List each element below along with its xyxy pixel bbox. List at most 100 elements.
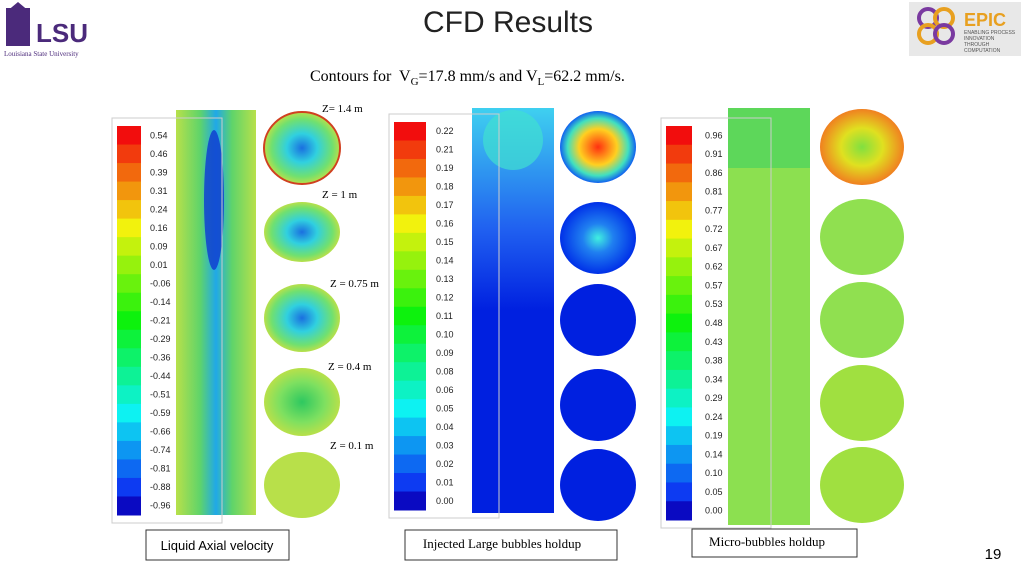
colorbar-label: 0.11	[436, 311, 453, 321]
colorbar-label: 0.08	[436, 366, 454, 376]
colorbar-label: 0.67	[705, 243, 723, 253]
caption: Injected Large bubbles holdup	[423, 536, 581, 551]
panel-axial-velocity	[176, 110, 341, 518]
colorbar-segment	[666, 238, 692, 258]
colorbar-label: 0.54	[150, 130, 168, 140]
colorbar-label: 0.96	[705, 130, 723, 140]
colorbar-label: 0.17	[436, 200, 454, 210]
zone-label: Z = 1 m	[322, 189, 358, 201]
colorbar-segment	[117, 366, 141, 386]
colorbar-label: 0.43	[705, 337, 723, 347]
colorbar-segment	[666, 182, 692, 202]
colorbar-segment	[666, 501, 692, 521]
colorbar-segment	[666, 463, 692, 483]
colorbar-label: 0.77	[705, 205, 723, 215]
colorbar-segment	[666, 219, 692, 240]
colorbar-segment	[117, 422, 141, 442]
colorbar-segment	[394, 343, 426, 363]
colorbar-frame	[388, 113, 500, 519]
colorbar-segment	[394, 140, 426, 160]
colorbar-label: 0.09	[436, 348, 454, 358]
slide-title: CFD Results	[423, 6, 593, 39]
subtitle-text: =17.8 mm/s and V	[418, 68, 538, 85]
colorbar-segment	[394, 269, 426, 289]
colorbar-segment	[666, 144, 692, 165]
colorbar-segment	[394, 399, 426, 419]
colorbar-segment	[117, 403, 141, 423]
colorbar-label: 0.18	[436, 182, 454, 192]
colorbar-label: 0.16	[150, 223, 168, 233]
colorbar-label: 0.91	[705, 149, 723, 159]
colorbar-frame	[111, 117, 223, 524]
colorbar-label: 0.00	[705, 506, 723, 516]
colorbar-label: 0.14	[705, 449, 723, 459]
lsu-logo: LSU Louisiana State University	[4, 2, 88, 58]
colorbar-segment	[666, 294, 692, 315]
lsu-name: LSU	[36, 18, 88, 48]
colorbar-label: 0.04	[436, 422, 454, 432]
subtitle-text: Contours for V	[310, 68, 411, 85]
colorbar-label: 0.48	[705, 318, 723, 328]
caption: Micro-bubbles holdup	[709, 534, 825, 549]
colorbar-segment	[394, 325, 426, 345]
colorbar-label: 0.22	[436, 126, 454, 136]
colorbar-segment	[666, 257, 692, 277]
colorbar-label: 0.24	[705, 412, 723, 422]
colorbar-label: 0.03	[436, 440, 454, 450]
colorbar-segment	[666, 126, 692, 146]
caption-box	[691, 528, 858, 558]
colorbar-segment	[666, 276, 692, 296]
colorbar-label: -0.14	[150, 297, 171, 307]
colorbar-segment	[394, 362, 426, 382]
colorbar-label: 0.57	[705, 280, 723, 290]
colorbar-label: 0.10	[705, 468, 723, 478]
panel-micro-bubbles	[728, 108, 904, 525]
caption: Liquid Axial velocity	[161, 538, 274, 553]
colorbar-label: 0.06	[436, 385, 454, 395]
colorbar-segment	[394, 251, 426, 271]
colorbar-segment	[666, 444, 692, 465]
colorbar-segment	[117, 348, 141, 368]
colorbar-label: 0.19	[705, 431, 723, 441]
colorbar-segment	[666, 332, 692, 352]
colorbar-segment	[117, 329, 141, 349]
colorbar-label: 0.39	[150, 167, 168, 177]
colorbar-segment	[394, 122, 426, 141]
epic-name: EPIC	[964, 10, 1006, 30]
colorbar-label: -0.51	[150, 390, 171, 400]
colorbar-segment	[117, 144, 141, 164]
colorbar-label: 0.24	[150, 204, 168, 214]
colorbar-label: 0.09	[150, 241, 168, 251]
colorbar-label: -0.66	[150, 427, 171, 437]
colorbar-label: 0.31	[150, 186, 168, 196]
colorbar-segment	[394, 232, 426, 252]
caption-box	[145, 529, 290, 561]
colorbar-label: -0.59	[150, 408, 171, 418]
epic-logo: EPIC ENABLING PROCESS INNOVATION THROUGH…	[909, 2, 1021, 56]
colorbar-segment	[666, 407, 692, 427]
colorbar-segment	[117, 440, 141, 460]
colorbar-segment	[117, 218, 141, 238]
colorbar-segment	[117, 255, 141, 275]
contour-subtitle: Contours for VG=17.8 mm/s and VL=62.2 mm…	[310, 68, 625, 88]
subtitle-subscript: G	[410, 76, 419, 89]
colorbar-segment	[394, 436, 426, 456]
colorbar-segment	[394, 454, 426, 474]
colorbar-segment	[117, 200, 141, 220]
colorbar-label: -0.81	[150, 464, 171, 474]
colorbar-label: 0.01	[436, 477, 454, 487]
colorbar-label: 0.02	[436, 459, 454, 469]
colorbar-segment	[394, 473, 426, 493]
colorbar-segment	[394, 158, 426, 178]
colorbar-segment	[117, 496, 141, 516]
zone-label: Z= 1.4 m	[322, 103, 363, 115]
colorbar-segment	[666, 351, 692, 371]
colorbar-segment	[394, 177, 426, 197]
colorbar-label: -0.74	[150, 445, 171, 455]
colorbar-label: 0.10	[436, 329, 454, 339]
colorbar-segment	[394, 288, 426, 308]
colorbar-label: 0.21	[436, 145, 454, 155]
colorbar-segment	[117, 274, 141, 294]
colorbar-segment	[117, 459, 141, 479]
colorbar-label: 0.05	[436, 403, 454, 413]
